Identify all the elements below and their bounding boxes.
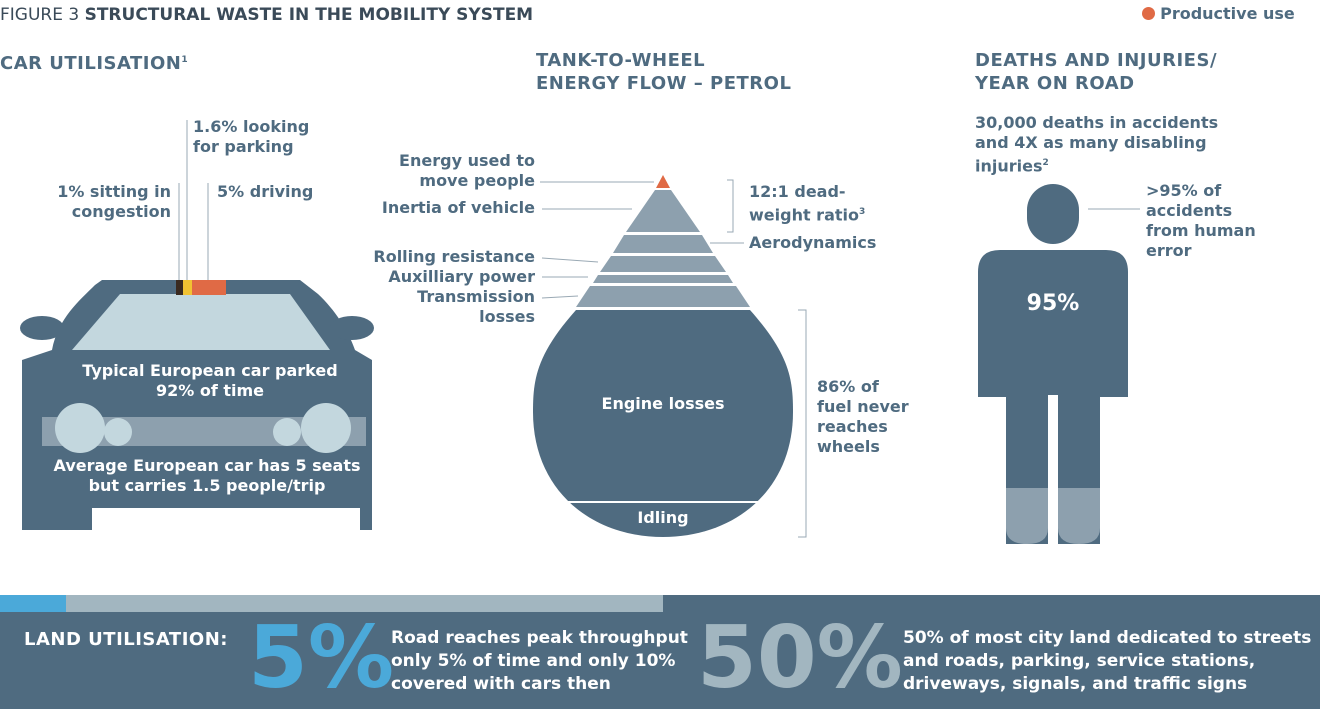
- energy-drop: [533, 175, 807, 538]
- losses-bracket: [798, 309, 807, 538]
- move-people-label: Energy used to move people: [399, 151, 535, 190]
- congestion-label: 1% sitting in congestion: [57, 182, 171, 221]
- aerodynamics-layer: [613, 235, 713, 253]
- transmission-leader: [541, 295, 579, 299]
- deaths-heading: DEATHS AND INJURIES/ YEAR ON ROAD: [975, 50, 1218, 94]
- land-band: [0, 595, 1320, 709]
- land-bar-peak: [0, 595, 66, 612]
- figure-head: [1027, 184, 1079, 244]
- figure-left-leg-light: [1006, 488, 1048, 544]
- legend: Productive use: [1142, 4, 1295, 23]
- human-error-label: >95% of accidents from human error: [1146, 181, 1256, 260]
- transmission-label: Transmission losses: [417, 287, 535, 326]
- engine-drop: [533, 310, 793, 537]
- figure-right-leg-light: [1058, 488, 1100, 544]
- car-heading: CAR UTILISATION1: [0, 49, 188, 75]
- figure-body: [978, 250, 1128, 544]
- idling-label: Idling: [637, 508, 689, 527]
- land-text-2: 50% of most city land dedicated to stree…: [903, 628, 1312, 694]
- auxiliary-label: Auxilliary power: [388, 267, 535, 286]
- driving-segment: [192, 280, 226, 295]
- headlight-right: [301, 403, 351, 453]
- rolling-leader: [541, 257, 599, 263]
- inertia-layer: [626, 190, 700, 232]
- land-big-50: 50%: [697, 608, 903, 708]
- congestion-segment: [176, 280, 183, 295]
- foglight-left: [104, 418, 132, 446]
- human-percent-label: 95%: [1026, 291, 1080, 316]
- land-bar-city: [66, 595, 663, 612]
- aerodynamics-label: Aerodynamics: [749, 233, 877, 252]
- legend-label: Productive use: [1160, 4, 1295, 23]
- figure-heading: STRUCTURAL WASTE IN THE MOBILITY SYSTEM: [84, 5, 534, 25]
- figure-label: FIGURE 3: [0, 5, 80, 25]
- figure-title: FIGURE 3 STRUCTURAL WASTE IN THE MOBILIT…: [0, 4, 533, 26]
- parked-label: Typical European car parked 92% of time: [82, 361, 338, 400]
- human-figure: [978, 184, 1140, 544]
- driving-label: 5% driving: [217, 182, 314, 201]
- land-big-5: 5%: [248, 608, 395, 708]
- car-heading-sup: 1: [181, 55, 189, 65]
- transmission-layer: [576, 286, 750, 307]
- auxiliary-layer: [593, 275, 733, 283]
- land-background: [0, 595, 1320, 709]
- energy-heading: TANK-TO-WHEEL ENERGY FLOW – PETROL: [536, 50, 792, 94]
- rolling-label: Rolling resistance: [373, 247, 535, 266]
- land-label: LAND UTILISATION:: [24, 629, 228, 650]
- people-energy-tip: [656, 175, 670, 188]
- headlight-left: [55, 403, 105, 453]
- engine-losses-label: Engine losses: [601, 394, 725, 413]
- deaths-stat: 30,000 deaths in accidents and 4X as man…: [975, 113, 1219, 176]
- foglight-right: [273, 418, 301, 446]
- deadweight-bracket: [727, 179, 734, 233]
- right-mirror: [330, 316, 374, 340]
- parking-search-segment: [183, 280, 192, 295]
- land-text-1: Road reaches peak throughput only 5% of …: [391, 628, 688, 694]
- legend-dot-icon: [1142, 7, 1155, 20]
- deadweight-label: 12:1 dead- weight ratio3: [749, 182, 866, 225]
- windshield: [72, 294, 330, 350]
- rolling-layer: [600, 256, 726, 272]
- car-heading-text: CAR UTILISATION: [0, 53, 182, 74]
- never-reaches-label: 86% of fuel never reaches wheels: [817, 377, 909, 456]
- seats-label: Average European car has 5 seats but car…: [53, 456, 361, 495]
- inertia-label: Inertia of vehicle: [381, 198, 535, 217]
- car-illustration: [20, 120, 374, 530]
- looking-parking-label: 1.6% looking for parking: [193, 117, 310, 156]
- left-mirror: [20, 316, 64, 340]
